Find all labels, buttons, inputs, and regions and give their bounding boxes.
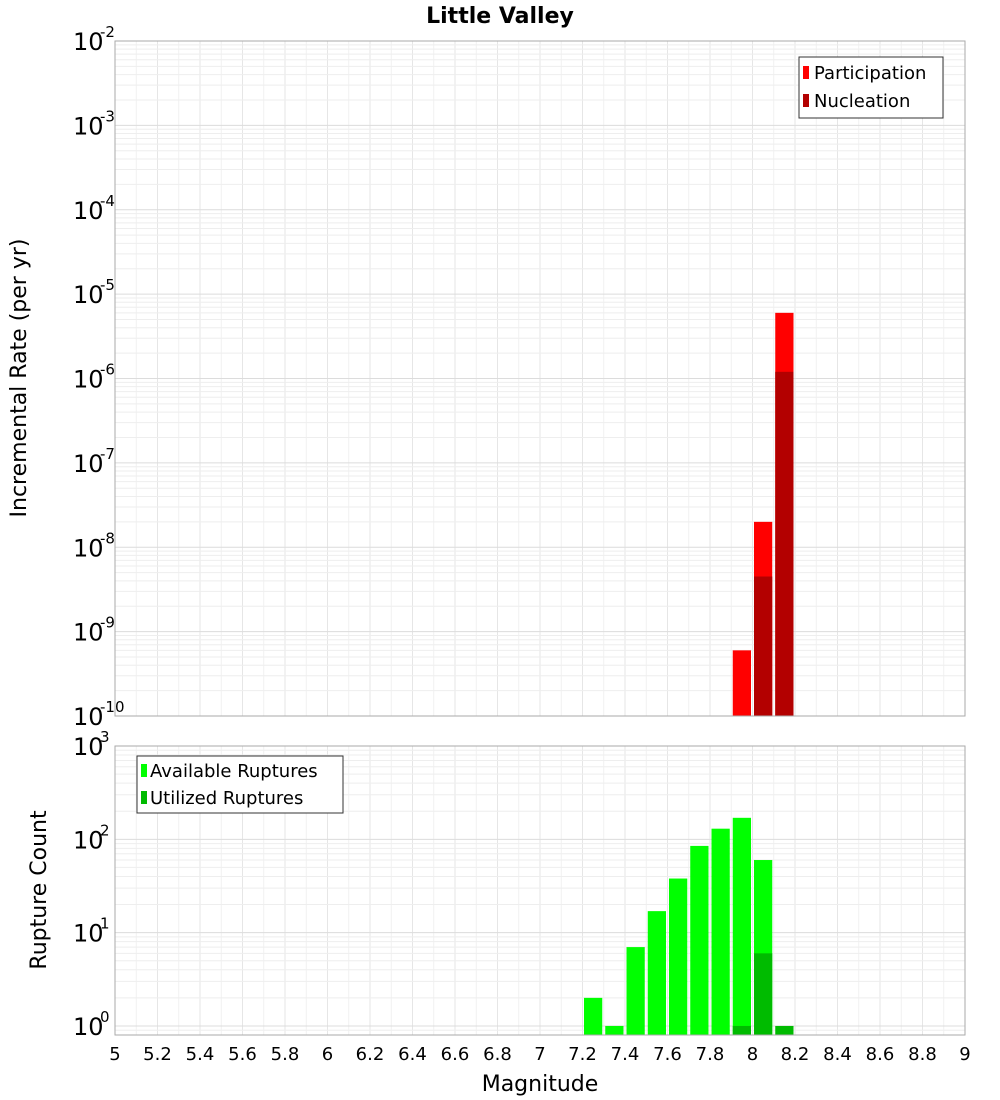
x-tick-label: 8.4 [823, 1044, 852, 1065]
y-tick-exponent: -7 [100, 445, 115, 463]
bar-available-ruptures [647, 911, 666, 1035]
x-tick-label: 6.6 [441, 1044, 470, 1065]
y-tick-label: 10 [73, 1013, 104, 1041]
y-tick-label: 10 [73, 920, 104, 948]
bar-utilized-ruptures [754, 953, 773, 1035]
y-tick-exponent: 2 [100, 821, 110, 839]
x-tick-label: 9 [959, 1044, 970, 1065]
legend-label-participation: Participation [814, 63, 926, 84]
top-legend: Participation Nucleation [798, 56, 944, 119]
bar-nucleation [754, 576, 773, 716]
x-tick-label: 8.8 [908, 1044, 937, 1065]
bar-available-ruptures [584, 997, 603, 1035]
legend-swatch-nucleation [803, 94, 809, 107]
x-tick-label: 6.2 [356, 1044, 385, 1065]
y-tick-exponent: -10 [100, 698, 125, 716]
x-tick-label: 8.6 [866, 1044, 895, 1065]
y-tick-exponent: -2 [100, 23, 115, 41]
legend-label-nucleation: Nucleation [814, 91, 910, 112]
top-legend-box [798, 56, 944, 119]
x-tick-label: 6 [322, 1044, 333, 1065]
y-tick-exponent: -5 [100, 276, 115, 294]
y-tick-label: 10 [73, 733, 104, 761]
y-tick-exponent: 0 [100, 1008, 110, 1026]
x-tick-label: 5 [109, 1044, 120, 1065]
bar-participation [732, 650, 751, 716]
x-tick-label: 7.6 [653, 1044, 682, 1065]
top-plot-border [114, 40, 966, 717]
x-tick-label: 7.2 [568, 1044, 597, 1065]
y-tick-label: 10 [73, 28, 104, 56]
y-tick-exponent: 3 [100, 728, 110, 746]
top-bars [732, 312, 794, 716]
x-tick-label: 5.8 [271, 1044, 300, 1065]
x-tick-label: 7.4 [611, 1044, 640, 1065]
bar-available-ruptures [605, 1025, 624, 1035]
x-tick-label: 6.8 [483, 1044, 512, 1065]
legend-swatch-available-ruptures [141, 764, 147, 777]
top-gridlines [114, 40, 966, 717]
y-tick-label: 10 [73, 281, 104, 309]
x-tick-label: 5.2 [143, 1044, 172, 1065]
legend-label-available-ruptures: Available Ruptures [150, 761, 318, 782]
bottom-legend: Available Ruptures Utilized Ruptures [136, 755, 344, 814]
x-tick-label: 8 [747, 1044, 758, 1065]
bar-available-ruptures [711, 828, 730, 1035]
x-axis-label: Magnitude [482, 1072, 599, 1097]
y-tick-label: 10 [73, 826, 104, 854]
top-y-tick-labels: 10-210-310-410-510-610-710-810-910-10 [73, 23, 125, 731]
bar-utilized-ruptures [775, 1025, 794, 1035]
bottom-y-axis-label: Rupture Count [27, 810, 52, 970]
bottom-plot-border [114, 745, 966, 1036]
y-tick-exponent: -6 [100, 361, 115, 379]
y-tick-exponent: -9 [100, 614, 115, 632]
top-y-axis-label: Incremental Rate (per yr) [7, 239, 32, 518]
bar-available-ruptures [626, 947, 645, 1035]
y-tick-label: 10 [73, 619, 104, 647]
x-tick-labels: 5 5.2 5.4 5.6 5.8 6 6.2 6.4 6.6 6.8 7 7.2 7.4 7.6 7.8 8… [109, 1044, 970, 1065]
y-tick-label: 10 [73, 703, 104, 731]
y-tick-label: 10 [73, 112, 104, 140]
x-tick-label: 8.2 [781, 1044, 810, 1065]
x-tick-label: 5.6 [228, 1044, 257, 1065]
y-tick-exponent: -4 [100, 192, 115, 210]
y-tick-exponent: -8 [100, 529, 115, 547]
bar-nucleation [775, 371, 794, 716]
legend-swatch-participation [803, 66, 809, 79]
x-tick-label: 7.8 [696, 1044, 725, 1065]
y-tick-exponent: 1 [100, 915, 110, 933]
legend-label-utilized-ruptures: Utilized Ruptures [150, 788, 303, 809]
x-tick-label: 7 [534, 1044, 545, 1065]
chart-title: Little Valley [426, 4, 574, 29]
bar-available-ruptures [732, 817, 751, 1035]
y-tick-label: 10 [73, 450, 104, 478]
legend-swatch-utilized-ruptures [141, 791, 147, 804]
y-tick-label: 10 [73, 197, 104, 225]
y-tick-label: 10 [73, 534, 104, 562]
bar-available-ruptures [690, 845, 709, 1035]
y-tick-label: 10 [73, 366, 104, 394]
bottom-bars [584, 817, 794, 1035]
x-tick-label: 5.4 [186, 1044, 215, 1065]
bottom-legend-box [136, 755, 344, 814]
bar-available-ruptures [669, 878, 688, 1035]
y-tick-exponent: -3 [100, 107, 115, 125]
bar-utilized-ruptures [732, 1025, 751, 1035]
x-tick-label: 6.4 [398, 1044, 427, 1065]
